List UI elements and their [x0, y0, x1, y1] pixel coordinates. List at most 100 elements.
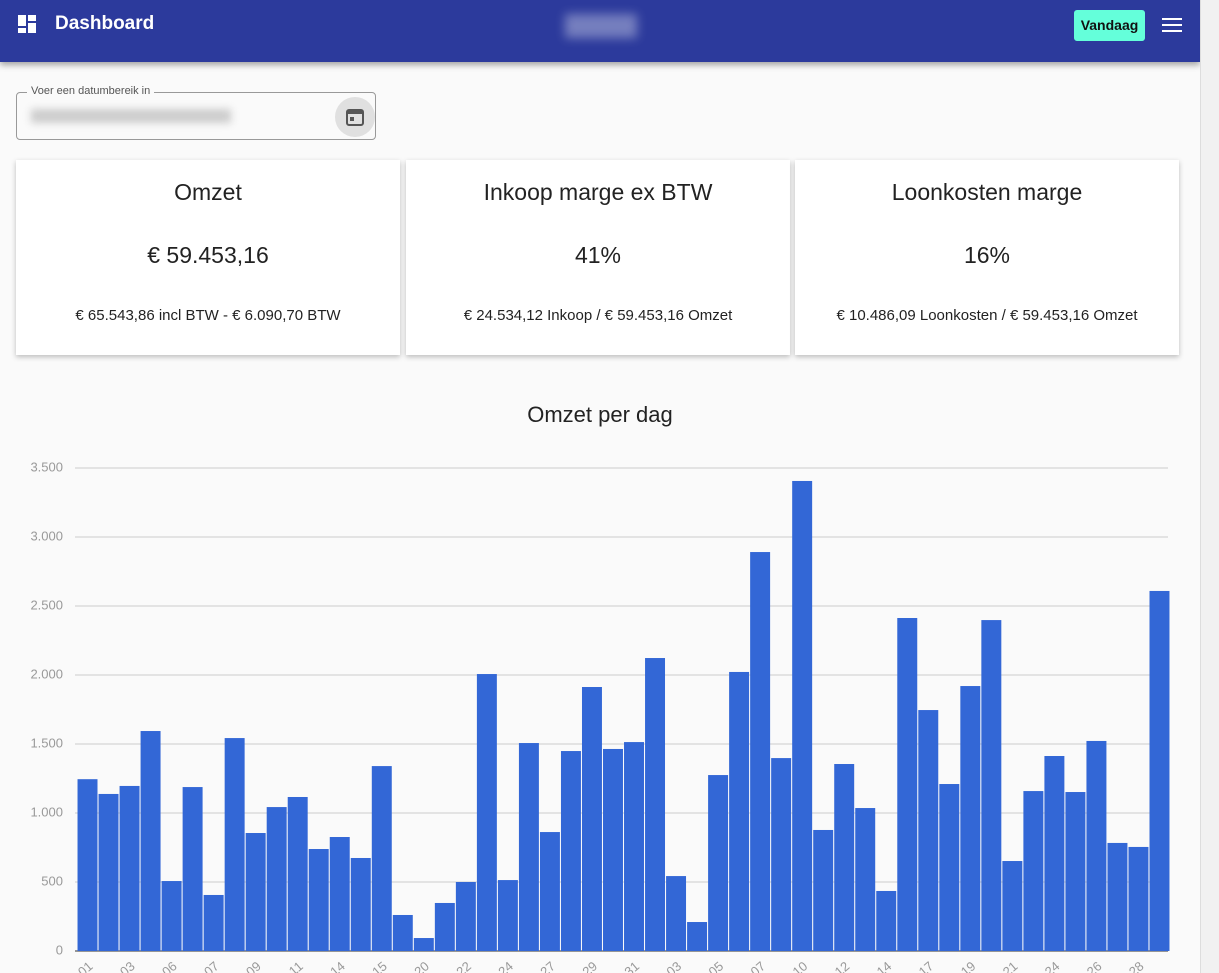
x-tick-label: 07 [748, 958, 769, 973]
bar [750, 552, 771, 951]
bar [876, 890, 897, 951]
bar [392, 914, 413, 951]
bar [476, 674, 497, 951]
x-tick-label: 05 [705, 958, 726, 973]
x-tick-label: 12 [832, 958, 853, 973]
dashboard-icon [18, 15, 36, 33]
x-tick-label: 07 [201, 958, 222, 973]
blurred-name [565, 14, 637, 38]
bar [98, 793, 119, 951]
x-tick-label: 03 [663, 958, 684, 973]
x-tick-label: 09 [243, 958, 264, 973]
app-title: Dashboard [55, 13, 155, 34]
bar [455, 882, 476, 951]
y-tick-label: 3.500 [30, 459, 63, 474]
chart-title: Omzet per dag [527, 402, 673, 427]
bar [792, 480, 813, 951]
stat-card: Inkoop marge ex BTW 41% € 24.534,12 Inkoop… [406, 160, 790, 355]
y-tick-label: 3.000 [30, 528, 63, 543]
bar [539, 832, 560, 951]
x-tick-label: 24 [1042, 958, 1063, 973]
bar [1023, 791, 1044, 951]
bar [119, 785, 140, 951]
bar [834, 764, 855, 951]
x-tick-label: 03 [117, 958, 138, 973]
y-tick-label: 1.000 [30, 804, 63, 819]
bar [981, 620, 1002, 951]
bar [1128, 846, 1149, 951]
bar [624, 742, 644, 951]
bar [771, 758, 792, 951]
card-value: € 59.453,16 [147, 242, 269, 268]
bar [813, 829, 834, 951]
x-tick-label: 14 [327, 958, 348, 973]
bar [581, 687, 602, 951]
x-tick-label: 31 [621, 958, 642, 973]
bar [224, 738, 245, 951]
calendar-button[interactable] [335, 97, 375, 137]
y-tick-label: 500 [41, 873, 63, 888]
x-tick-label: 22 [453, 958, 474, 973]
menu-button[interactable] [1162, 17, 1182, 33]
bar [329, 837, 350, 951]
card-title: Inkoop marge ex BTW [483, 179, 713, 205]
bar [729, 671, 750, 951]
x-tick-label: 26 [1084, 958, 1105, 973]
x-tick-label: 29 [579, 958, 600, 973]
card-detail: € 10.486,09 Loonkosten / € 59.453,16 Omz… [836, 307, 1138, 324]
bar [182, 787, 203, 951]
bar [497, 880, 518, 951]
x-tick-label: 01 [75, 958, 96, 973]
bar [1149, 590, 1170, 951]
bar [161, 881, 182, 951]
y-tick-label: 2.500 [30, 597, 63, 612]
y-tick-label: 0 [56, 942, 63, 957]
x-tick-label: 27 [537, 958, 558, 973]
bar [1002, 861, 1023, 951]
bar [203, 894, 224, 951]
card-detail: € 65.543,86 incl BTW - € 6.090,70 BTW [75, 307, 341, 324]
x-tick-label: 15 [369, 958, 390, 973]
bar [645, 658, 666, 951]
bar [371, 766, 392, 951]
x-tick-label: 19 [958, 958, 979, 973]
bar [140, 731, 161, 951]
bar [1044, 756, 1065, 951]
field-label: Voer een datumbereik in [27, 85, 155, 97]
bar [77, 779, 98, 951]
x-tick-label: 28 [1126, 958, 1147, 973]
date-range-field[interactable]: Voer een datumbereik in [16, 85, 376, 140]
bar [266, 807, 287, 951]
x-tick-label: 21 [1000, 958, 1021, 973]
bar [350, 857, 371, 951]
bar [413, 938, 434, 951]
scrollbar[interactable] [1200, 0, 1219, 973]
bar [855, 808, 876, 951]
bar [1107, 842, 1128, 951]
bar [1086, 740, 1107, 951]
card-title: Loonkosten marge [891, 179, 1083, 205]
bar [939, 784, 960, 951]
blurred-range [31, 109, 231, 123]
y-tick-label: 2.000 [30, 666, 63, 681]
bar [687, 922, 708, 951]
stat-card: Loonkosten marge 16% € 10.486,09 Loonkoste… [795, 160, 1179, 355]
bar [434, 902, 455, 951]
x-tick-label: 14 [874, 958, 895, 973]
bar [897, 618, 918, 951]
card-value: 16% [963, 242, 1011, 268]
stat-card: Omzet € 59.453,16 € 65.543,86 incl BTW - €… [16, 160, 400, 355]
chart: Omzet per dag 0 500 1.000 1.500 2.000 2.500 3.… [30, 402, 1170, 973]
bar [960, 686, 981, 951]
bar [666, 876, 687, 951]
today-button[interactable]: Vandaag [1074, 10, 1145, 41]
bar [708, 775, 729, 951]
card-value: 41% [574, 242, 622, 268]
y-tick-label: 1.500 [30, 735, 63, 750]
x-tick-label: 11 [286, 958, 306, 973]
x-tick-label: 24 [495, 958, 516, 973]
bar [1065, 792, 1086, 951]
bar [287, 796, 308, 951]
x-tick-label: 20 [411, 958, 432, 973]
